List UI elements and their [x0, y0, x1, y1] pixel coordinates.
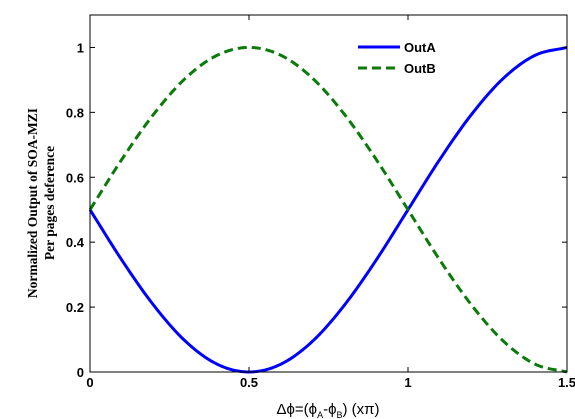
y-tick-label: 0 [77, 365, 84, 380]
legend-label-outa: OutA [404, 40, 436, 55]
y-tick-label: 1 [77, 40, 84, 55]
x-tick-label: 0 [86, 375, 93, 390]
x-axis-title: Δϕ=(ϕA-ϕB) (xπ) [276, 401, 379, 419]
series-line-outa [88, 45, 568, 374]
x-tick-label: 1.5 [558, 375, 575, 390]
y-tick-label: 0.4 [66, 235, 85, 250]
y-tick-label: 0.2 [66, 300, 84, 315]
ticks-layer: 0 0.5 1 1.5 0 0.2 0.4 0.6 0.8 1 [66, 15, 575, 390]
y-tick-label: 0.8 [66, 105, 84, 120]
series-line-outb [88, 45, 568, 374]
plot-frame [89, 14, 568, 373]
y-axis-title-line2: Per pages deference [42, 146, 57, 260]
y-axis-title-line1: Normalized Output of SOA-MZI [25, 108, 40, 298]
legend: OutA OutB [358, 40, 436, 76]
x-tick-label: 0.5 [240, 375, 258, 390]
x-tick-label: 1 [404, 375, 411, 390]
legend-label-outb: OutB [404, 61, 436, 76]
series-layer [88, 45, 568, 374]
y-tick-label: 0.6 [66, 170, 84, 185]
